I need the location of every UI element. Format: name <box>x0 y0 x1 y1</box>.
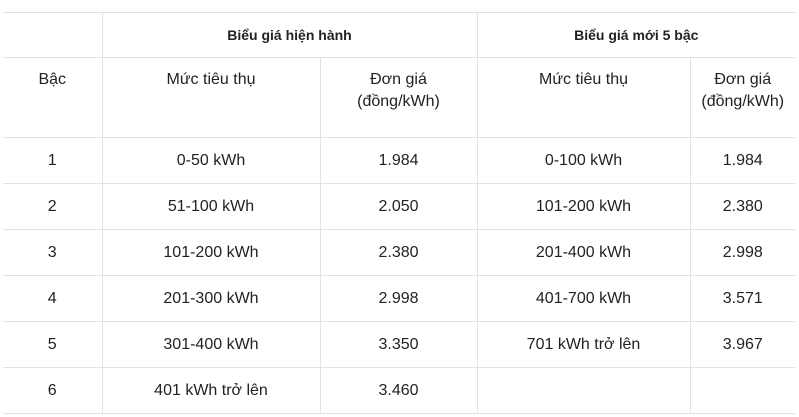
group-header-row: Biểu giá hiện hành Biểu giá mới 5 bậc <box>3 12 796 58</box>
table-row: 3 101-200 kWh 2.380 201-400 kWh 2.998 <box>3 229 796 276</box>
table-row: 1 0-50 kWh 1.984 0-100 kWh 1.984 <box>3 137 796 184</box>
empty-cell <box>476 367 691 414</box>
table-body: 1 0-50 kWh 1.984 0-100 kWh 1.984 2 51-100 kWh 2… <box>3 137 796 414</box>
table-cell: 2.998 <box>689 229 796 276</box>
table-cell: 401-700 kWh <box>476 275 691 322</box>
group-header: Biểu giá mới 5 bậc <box>476 12 796 58</box>
table-row: 6 401 kWh trở lên 3.460 <box>3 367 796 414</box>
table-cell: 5 <box>3 321 103 368</box>
table-cell: 2.380 <box>319 229 478 276</box>
table-cell: 3 <box>3 229 103 276</box>
table-cell: 1.984 <box>689 137 796 184</box>
column-header: Đơn giá (đồng/kWh) <box>689 57 796 138</box>
column-header: Mức tiêu thụ <box>101 57 321 138</box>
table-row: 5 301-400 kWh 3.350 701 kWh trở lên 3.967 <box>3 321 796 368</box>
table-cell: 2.380 <box>689 183 796 230</box>
table-cell: 1.984 <box>319 137 478 184</box>
table-cell: 101-200 kWh <box>101 229 321 276</box>
table-cell: 301-400 kWh <box>101 321 321 368</box>
column-header: Bậc <box>3 57 103 138</box>
empty-cell <box>689 367 796 414</box>
table-cell: 3.460 <box>319 367 478 414</box>
table-cell: 2 <box>3 183 103 230</box>
table-cell: 51-100 kWh <box>101 183 321 230</box>
column-header: Đơn giá (đồng/kWh) <box>319 57 478 138</box>
table-cell: 101-200 kWh <box>476 183 691 230</box>
table-cell: 1 <box>3 137 103 184</box>
table-cell: 3.967 <box>689 321 796 368</box>
column-header: Mức tiêu thụ <box>476 57 691 138</box>
table-cell: 3.350 <box>319 321 478 368</box>
table-head: Biểu giá hiện hành Biểu giá mới 5 bậc Bậ… <box>3 12 796 138</box>
table-cell: 6 <box>3 367 103 414</box>
column-header-text: Đơn giá (đồng/kWh) <box>701 71 785 110</box>
table-cell: 2.050 <box>319 183 478 230</box>
table-cell: 701 kWh trở lên <box>476 321 691 368</box>
column-header-text: Đơn giá (đồng/kWh) <box>357 71 440 110</box>
column-header-text: Mức tiêu thụ <box>166 71 256 88</box>
table-cell: 4 <box>3 275 103 322</box>
table-cell: 201-400 kWh <box>476 229 691 276</box>
empty-header <box>3 12 103 58</box>
column-header-text: Mức tiêu thụ <box>539 71 628 88</box>
table-cell: 0-50 kWh <box>101 137 321 184</box>
price-table: Biểu giá hiện hành Biểu giá mới 5 bậc Bậ… <box>3 12 796 414</box>
table-cell: 401 kWh trở lên <box>101 367 321 414</box>
column-header-row: Bậc Mức tiêu thụ Đơn giá (đồng/kWh) Mức tiê… <box>3 57 796 138</box>
table-cell: 0-100 kWh <box>476 137 691 184</box>
table-cell: 201-300 kWh <box>101 275 321 322</box>
column-header-text: Bậc <box>38 71 67 88</box>
table-cell: 2.998 <box>319 275 478 322</box>
table-row: 4 201-300 kWh 2.998 401-700 kWh 3.571 <box>3 275 796 322</box>
group-header: Biểu giá hiện hành <box>101 12 478 58</box>
table-row: 2 51-100 kWh 2.050 101-200 kWh 2.380 <box>3 183 796 230</box>
table-cell: 3.571 <box>689 275 796 322</box>
